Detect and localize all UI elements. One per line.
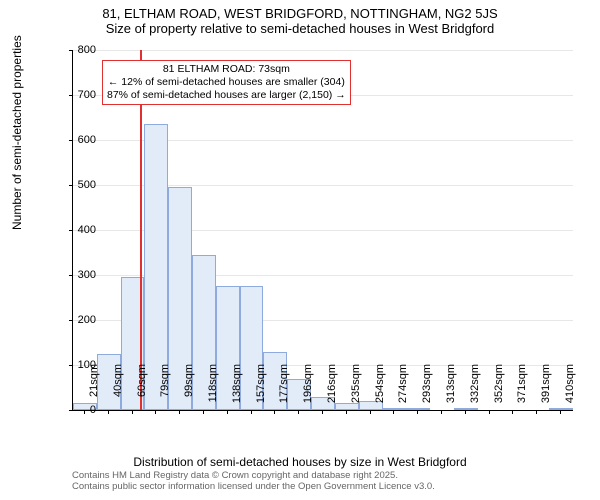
grid-line	[73, 50, 573, 51]
y-axis-title: Number of semi-detached properties	[10, 35, 24, 230]
x-tick-label: 138sqm	[231, 364, 243, 414]
annotation-line-1: 81 ELTHAM ROAD: 73sqm	[107, 63, 346, 76]
x-tick-mark	[536, 410, 537, 414]
x-tick-label: 60sqm	[136, 364, 148, 414]
x-tick-mark	[346, 410, 347, 414]
x-tick-mark	[560, 410, 561, 414]
x-tick-mark	[251, 410, 252, 414]
x-axis-title: Distribution of semi-detached houses by …	[0, 455, 600, 469]
title-line-1: 81, ELTHAM ROAD, WEST BRIDGFORD, NOTTING…	[0, 6, 600, 21]
chart-container: 81, ELTHAM ROAD, WEST BRIDGFORD, NOTTING…	[0, 0, 600, 500]
annotation-line-2: ← 12% of semi-detached houses are smalle…	[107, 76, 346, 89]
annotation-line-3: 87% of semi-detached houses are larger (…	[107, 89, 346, 102]
x-tick-label: 352sqm	[493, 364, 505, 414]
title-block: 81, ELTHAM ROAD, WEST BRIDGFORD, NOTTING…	[0, 0, 600, 36]
x-tick-label: 196sqm	[302, 364, 314, 414]
footer-attribution: Contains HM Land Registry data © Crown c…	[72, 470, 435, 493]
x-tick-mark	[274, 410, 275, 414]
footer-line-2: Contains public sector information licen…	[72, 481, 435, 492]
x-tick-label: 235sqm	[350, 364, 362, 414]
x-tick-label: 99sqm	[183, 364, 195, 414]
x-tick-mark	[322, 410, 323, 414]
x-tick-mark	[227, 410, 228, 414]
x-tick-mark	[203, 410, 204, 414]
x-tick-label: 216sqm	[326, 364, 338, 414]
x-tick-label: 410sqm	[564, 364, 576, 414]
x-tick-mark	[489, 410, 490, 414]
x-tick-mark	[132, 410, 133, 414]
title-line-2: Size of property relative to semi-detach…	[0, 21, 600, 36]
x-tick-mark	[298, 410, 299, 414]
annotation-box: 81 ELTHAM ROAD: 73sqm ← 12% of semi-deta…	[102, 60, 351, 105]
y-tick-label: 700	[66, 89, 96, 101]
x-tick-mark	[417, 410, 418, 414]
x-tick-label: 371sqm	[516, 364, 528, 414]
x-tick-label: 332sqm	[469, 364, 481, 414]
x-tick-label: 118sqm	[207, 364, 219, 414]
x-tick-label: 157sqm	[255, 364, 267, 414]
x-tick-mark	[108, 410, 109, 414]
x-tick-mark	[155, 410, 156, 414]
y-tick-label: 500	[66, 179, 96, 191]
footer-line-1: Contains HM Land Registry data © Crown c…	[72, 470, 435, 481]
x-tick-label: 177sqm	[278, 364, 290, 414]
x-tick-label: 21sqm	[88, 364, 100, 414]
x-tick-mark	[179, 410, 180, 414]
x-tick-label: 40sqm	[112, 364, 124, 414]
x-tick-mark	[370, 410, 371, 414]
x-tick-mark	[465, 410, 466, 414]
y-tick-label: 400	[66, 224, 96, 236]
y-tick-label: 300	[66, 269, 96, 281]
x-tick-label: 313sqm	[445, 364, 457, 414]
y-tick-label: 600	[66, 134, 96, 146]
y-tick-label: 200	[66, 314, 96, 326]
x-tick-label: 274sqm	[397, 364, 409, 414]
y-tick-label: 800	[66, 44, 96, 56]
x-tick-label: 254sqm	[374, 364, 386, 414]
x-tick-mark	[441, 410, 442, 414]
x-tick-label: 79sqm	[159, 364, 171, 414]
x-tick-label: 391sqm	[540, 364, 552, 414]
x-tick-mark	[393, 410, 394, 414]
x-tick-mark	[84, 410, 85, 414]
x-tick-mark	[512, 410, 513, 414]
x-tick-label: 293sqm	[421, 364, 433, 414]
